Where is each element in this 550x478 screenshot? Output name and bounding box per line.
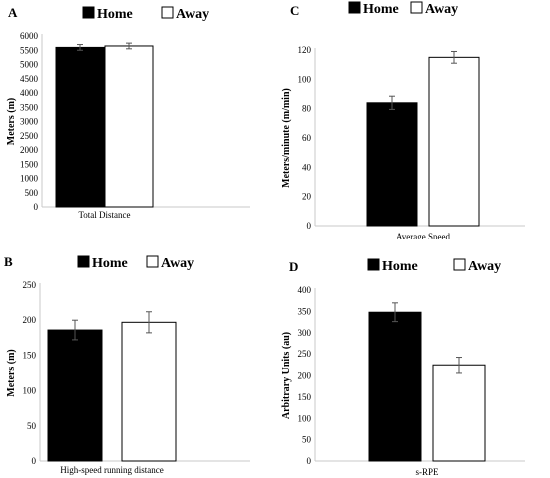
- y-tick-label: 6000: [20, 31, 39, 41]
- y-tick-label: 60: [302, 133, 312, 143]
- panel-b-high-speed-running: B Home Away 0 50 100 150 200 250 Meters (m) High-s…: [0, 239, 275, 478]
- legend-home-swatch: [82, 6, 95, 19]
- error-bar-home: [389, 95, 395, 110]
- legend-away-label: Away: [176, 7, 209, 22]
- legend-away-label: Away: [425, 2, 458, 17]
- error-bar-away: [146, 311, 152, 334]
- y-tick-label: 3000: [20, 117, 39, 127]
- legend-home-swatch: [348, 1, 361, 14]
- y-tick-label: 4000: [20, 88, 39, 98]
- y-tick-label: 300: [298, 328, 312, 338]
- y-axis-label: Meters (m): [6, 349, 17, 396]
- y-axis-label: Meters (m): [6, 98, 17, 145]
- x-axis-label: Total Distance: [78, 210, 130, 220]
- legend-home-label: Home: [363, 2, 399, 17]
- y-tick-label: 0: [34, 202, 39, 212]
- legend-away-swatch: [161, 6, 174, 19]
- y-tick-label: 3500: [20, 102, 39, 112]
- y-tick-label: 1500: [20, 159, 39, 169]
- y-tick-label: 80: [302, 104, 312, 114]
- x-axis-label: High-speed running distance: [60, 465, 163, 475]
- y-tick-label: 0: [307, 221, 312, 231]
- y-tick-label: 20: [302, 192, 312, 202]
- y-tick-label: 200: [298, 371, 312, 381]
- x-axis-label: s-RPE: [415, 467, 439, 477]
- panel-letter: B: [4, 254, 13, 269]
- y-tick-label: 100: [23, 386, 37, 396]
- y-tick-label: 250: [23, 280, 37, 290]
- chart-svg: C Home Away 0 20 40 60 80 100 120 Meters/minute (m…: [281, 1, 525, 239]
- error-bar-away: [451, 50, 457, 64]
- x-axis-label: Average Speed: [396, 232, 451, 239]
- chart-svg: D Home Away 0 50 100 150 200 250 300 350 400 Arbitra…: [281, 258, 525, 477]
- y-tick-label: 50: [27, 421, 37, 431]
- y-tick-label: 100: [298, 413, 312, 423]
- y-tick-label: 150: [23, 350, 37, 360]
- y-tick-label: 2500: [20, 131, 39, 141]
- legend-home-label: Home: [97, 7, 133, 22]
- bar-away: [104, 45, 154, 208]
- y-tick-label: 500: [25, 188, 39, 198]
- panel-c-average-speed: C Home Away 0 20 40 60 80 100 120 Meters/minute (m…: [275, 0, 550, 239]
- legend-away-swatch: [146, 255, 159, 268]
- y-tick-label: 0: [32, 456, 37, 466]
- y-tick-label: 250: [298, 349, 312, 359]
- bar-home: [55, 46, 105, 208]
- legend-home-label: Home: [382, 259, 418, 274]
- panel-a-total-distance: A Home Away 0 500 1000 1500 2000 2500 3000 3500 400…: [0, 0, 275, 239]
- panel-letter: D: [289, 259, 298, 274]
- y-axis-label: Arbitrary Units (au): [281, 332, 292, 419]
- bar-home: [366, 102, 418, 227]
- y-tick-label: 350: [298, 306, 312, 316]
- chart-svg: A Home Away 0 500 1000 1500 2000 2500 3000 3500 400…: [6, 5, 250, 220]
- y-tick-label: 1000: [20, 174, 39, 184]
- bar-away: [428, 56, 480, 227]
- error-bar-away: [126, 42, 132, 50]
- chart-svg: B Home Away 0 50 100 150 200 250 Meters (m) High-s…: [4, 254, 250, 475]
- bar-away: [432, 364, 486, 462]
- legend-away-label: Away: [468, 259, 501, 274]
- y-tick-label: 40: [302, 162, 312, 172]
- legend-home-label: Home: [92, 256, 128, 271]
- bar-away: [121, 321, 177, 462]
- error-bar-away: [456, 357, 462, 374]
- y-tick-label: 4500: [20, 74, 39, 84]
- error-bar-home: [72, 319, 78, 341]
- y-tick-label: 400: [298, 285, 312, 295]
- panel-letter: A: [8, 5, 18, 20]
- y-tick-label: 50: [302, 435, 312, 445]
- y-tick-label: 5000: [20, 60, 39, 70]
- bar-home: [47, 329, 103, 462]
- y-tick-label: 5500: [20, 45, 39, 55]
- y-tick-label: 120: [298, 45, 312, 55]
- y-tick-label: 100: [298, 74, 312, 84]
- legend-away-swatch: [453, 258, 466, 271]
- legend-away-label: Away: [161, 256, 194, 271]
- y-tick-label: 0: [307, 456, 312, 466]
- y-axis-label: Meters/minute (m/min): [281, 88, 292, 188]
- panel-d-s-rpe: D Home Away 0 50 100 150 200 250 300 350 400 Arbitra…: [275, 239, 550, 478]
- legend-home-swatch: [367, 258, 380, 271]
- y-tick-label: 200: [23, 315, 37, 325]
- error-bar-home: [77, 44, 83, 51]
- bar-home: [368, 311, 422, 462]
- legend-away-swatch: [410, 1, 423, 14]
- panel-letter: C: [290, 3, 299, 18]
- legend-home-swatch: [77, 255, 90, 268]
- y-tick-label: 150: [298, 392, 312, 402]
- y-tick-label: 2000: [20, 145, 39, 155]
- error-bar-home: [392, 302, 398, 323]
